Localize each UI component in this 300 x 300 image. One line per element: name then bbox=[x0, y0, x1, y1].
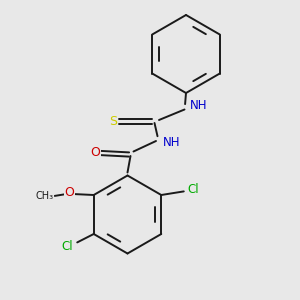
Text: NH: NH bbox=[163, 136, 181, 149]
Text: Cl: Cl bbox=[188, 183, 199, 196]
Text: O: O bbox=[64, 186, 74, 199]
Text: NH: NH bbox=[190, 99, 208, 112]
Text: S: S bbox=[109, 115, 117, 128]
Text: Cl: Cl bbox=[62, 240, 74, 254]
Text: CH₃: CH₃ bbox=[35, 191, 53, 201]
Text: O: O bbox=[90, 146, 100, 159]
